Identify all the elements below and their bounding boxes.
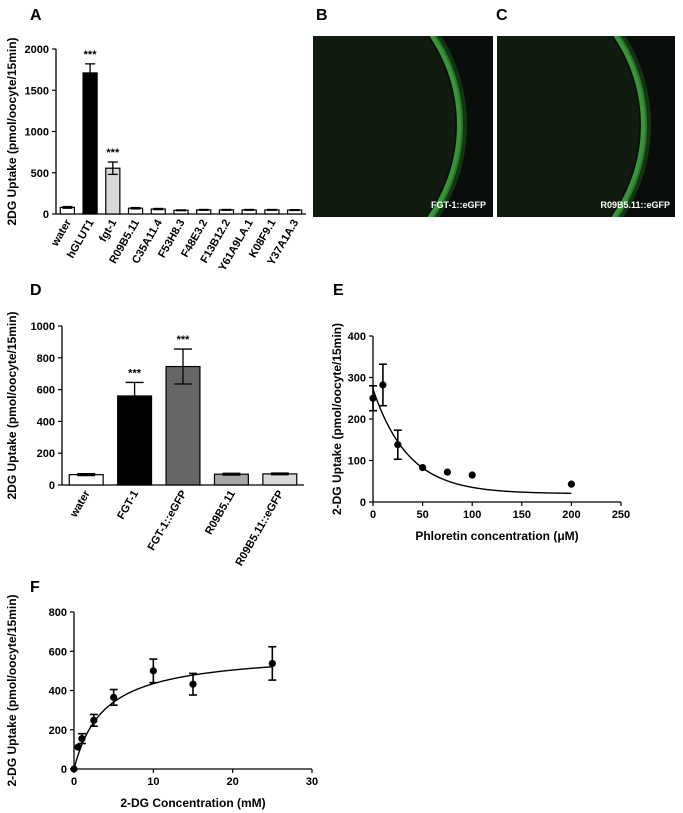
micrograph-b: FGT-1::eGFP <box>313 36 493 217</box>
oocyte-interior <box>313 36 455 217</box>
data-point <box>419 463 427 472</box>
fit-curve <box>372 388 572 495</box>
x-axis-title: Phloretin concentration (μM) <box>415 529 578 543</box>
y-tick-label: 800 <box>49 607 67 619</box>
bar <box>117 395 153 486</box>
data-point <box>567 480 576 488</box>
y-tick-label: 1000 <box>31 321 55 333</box>
data-point <box>394 441 402 449</box>
y-axis-title: 2-DG Uptake (pmol/oocyte/15min) <box>5 594 19 786</box>
x-tick-label: 250 <box>612 509 630 521</box>
panel-letter-e: E <box>333 282 344 299</box>
oocyte-interior <box>497 36 639 217</box>
data-point <box>74 743 82 751</box>
y-axis-title: 2DG Uptake (pmol/oocyte/15min) <box>5 37 19 225</box>
data-point <box>468 471 476 479</box>
chart-a: 0500100015002000water***hGLUT1***fgt-1R0… <box>5 37 306 273</box>
panel-letter-a: A <box>30 7 42 24</box>
x-tick-label: 20 <box>227 776 239 788</box>
panel-letter-b: B <box>316 7 328 24</box>
y-tick-label: 2000 <box>25 44 49 56</box>
x-tick-label: 50 <box>416 509 428 521</box>
y-tick-label: 400 <box>348 331 366 343</box>
bar <box>105 167 121 215</box>
x-tick-label: 100 <box>463 509 481 521</box>
x-axis-title: 2-DG Concentration (mM) <box>120 796 265 810</box>
membrane-fluorescence-ring <box>427 36 463 217</box>
micrograph-c: R09B5.11::eGFP <box>497 36 675 217</box>
y-tick-label: 600 <box>37 385 55 397</box>
x-category-label: R09B5.11::eGFP <box>234 489 287 569</box>
panel-letter-d: D <box>30 282 42 299</box>
chart-f: 0 200 400 600 800 0 10 20 30 2-DG Concentration (… <box>5 594 318 810</box>
y-tick-label: 600 <box>49 646 67 658</box>
x-tick-label: 0 <box>71 776 77 788</box>
y-tick-label: 1000 <box>25 127 49 139</box>
x-tick-label: 30 <box>306 776 318 788</box>
x-tick-label: 0 <box>370 509 376 521</box>
x-tick-label: 200 <box>562 509 580 521</box>
micrograph-c-label: R09B5.11::eGFP <box>600 200 670 210</box>
y-tick-label: 1500 <box>25 85 49 97</box>
data-point <box>369 394 377 402</box>
micrograph-b-label: FGT-1::eGFP <box>431 200 486 210</box>
bar <box>262 473 298 486</box>
y-tick-label: 100 <box>348 456 366 468</box>
membrane-glow <box>616 36 651 217</box>
y-tick-label: 0 <box>43 209 49 221</box>
panel-letter-f: F <box>30 579 40 596</box>
membrane-fluorescence-ring <box>611 36 647 217</box>
significance-marker: *** <box>128 367 142 379</box>
y-tick-label: 0 <box>49 480 55 492</box>
data-point <box>379 381 387 389</box>
data-point <box>443 468 451 476</box>
y-tick-label: 200 <box>49 725 67 737</box>
panel-letter-c: C <box>496 7 508 24</box>
y-tick-label: 200 <box>348 414 366 426</box>
y-tick-label: 200 <box>37 448 55 460</box>
x-category-label: R09B5.11 <box>203 489 238 537</box>
x-tick-label: 150 <box>513 509 531 521</box>
bar <box>165 365 201 486</box>
x-category-label: fgt-1 <box>97 218 119 245</box>
bar <box>82 72 98 215</box>
significance-marker: *** <box>84 49 98 61</box>
x-tick-label: 10 <box>147 776 159 788</box>
data-point <box>268 659 276 668</box>
x-category-label: water <box>68 488 94 520</box>
significance-marker: *** <box>106 147 120 159</box>
y-tick-label: 400 <box>37 416 55 428</box>
y-tick-label: 0 <box>360 497 366 509</box>
data-point <box>70 765 78 773</box>
y-tick-label: 300 <box>348 373 366 385</box>
x-category-label: FGT-1::eGFP <box>146 489 190 553</box>
y-tick-label: 800 <box>37 353 55 365</box>
y-tick-label: 500 <box>31 168 49 180</box>
significance-marker: *** <box>177 334 191 346</box>
fit-curve <box>73 666 273 770</box>
data-point <box>90 716 98 724</box>
y-tick-label: 400 <box>49 686 67 698</box>
y-tick-label: 0 <box>61 764 67 776</box>
x-category-label: FGT-1 <box>115 489 141 522</box>
membrane-glow <box>432 36 467 217</box>
y-axis-title: 2-DG Uptake (pmol/oocyte/15min) <box>330 323 344 515</box>
data-point <box>189 680 197 688</box>
data-point <box>110 693 118 701</box>
y-axis-title: 2DG Uptake (pmol/oocyte/15min) <box>5 311 19 499</box>
chart-e: 0 100 200 300 400 0 50 100 150 200 250 Phloretin co… <box>330 323 630 543</box>
data-point <box>78 734 86 743</box>
data-point <box>149 667 157 675</box>
bar <box>213 473 249 486</box>
